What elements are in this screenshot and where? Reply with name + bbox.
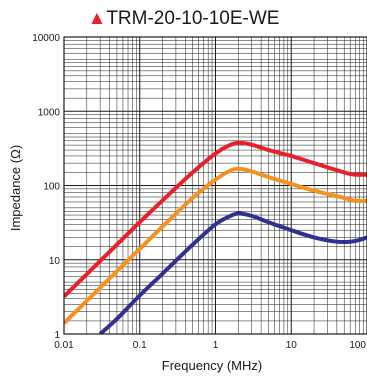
plot-frame bbox=[63, 36, 367, 335]
y-tick-label: 1 bbox=[54, 330, 60, 341]
title-triangle-marker: ▲ bbox=[88, 8, 107, 29]
x-tick-label: 0.1 bbox=[133, 340, 147, 351]
series-line-1 bbox=[64, 140, 367, 298]
x-tick-label: 100 bbox=[349, 340, 366, 351]
chart-title-text: TRM-20-10-10E-WE bbox=[106, 8, 279, 29]
y-tick-label: 1000 bbox=[38, 107, 61, 118]
x-axis-label: Frequency (MHz) bbox=[162, 358, 262, 373]
chart-title: ▲TRM-20-10-10E-WE bbox=[88, 8, 280, 29]
plot-grid bbox=[63, 37, 367, 335]
series-line-3 bbox=[98, 211, 367, 334]
series-line-2 bbox=[64, 166, 367, 325]
y-tick-label: 10000 bbox=[32, 33, 60, 44]
x-tick-label: 1 bbox=[213, 340, 219, 351]
x-tick-label: 10 bbox=[286, 340, 298, 351]
y-tick-label: 10 bbox=[49, 256, 61, 267]
plot-series bbox=[64, 140, 367, 334]
x-tick-labels: 0.01 0.1 1 10 100 bbox=[54, 340, 366, 351]
y-tick-label: 100 bbox=[43, 182, 60, 193]
y-tick-labels: 1 10 100 1000 10000 bbox=[32, 33, 60, 341]
x-tick-label: 0.01 bbox=[54, 340, 74, 351]
y-axis-label: Impedance (Ω) bbox=[8, 145, 23, 231]
